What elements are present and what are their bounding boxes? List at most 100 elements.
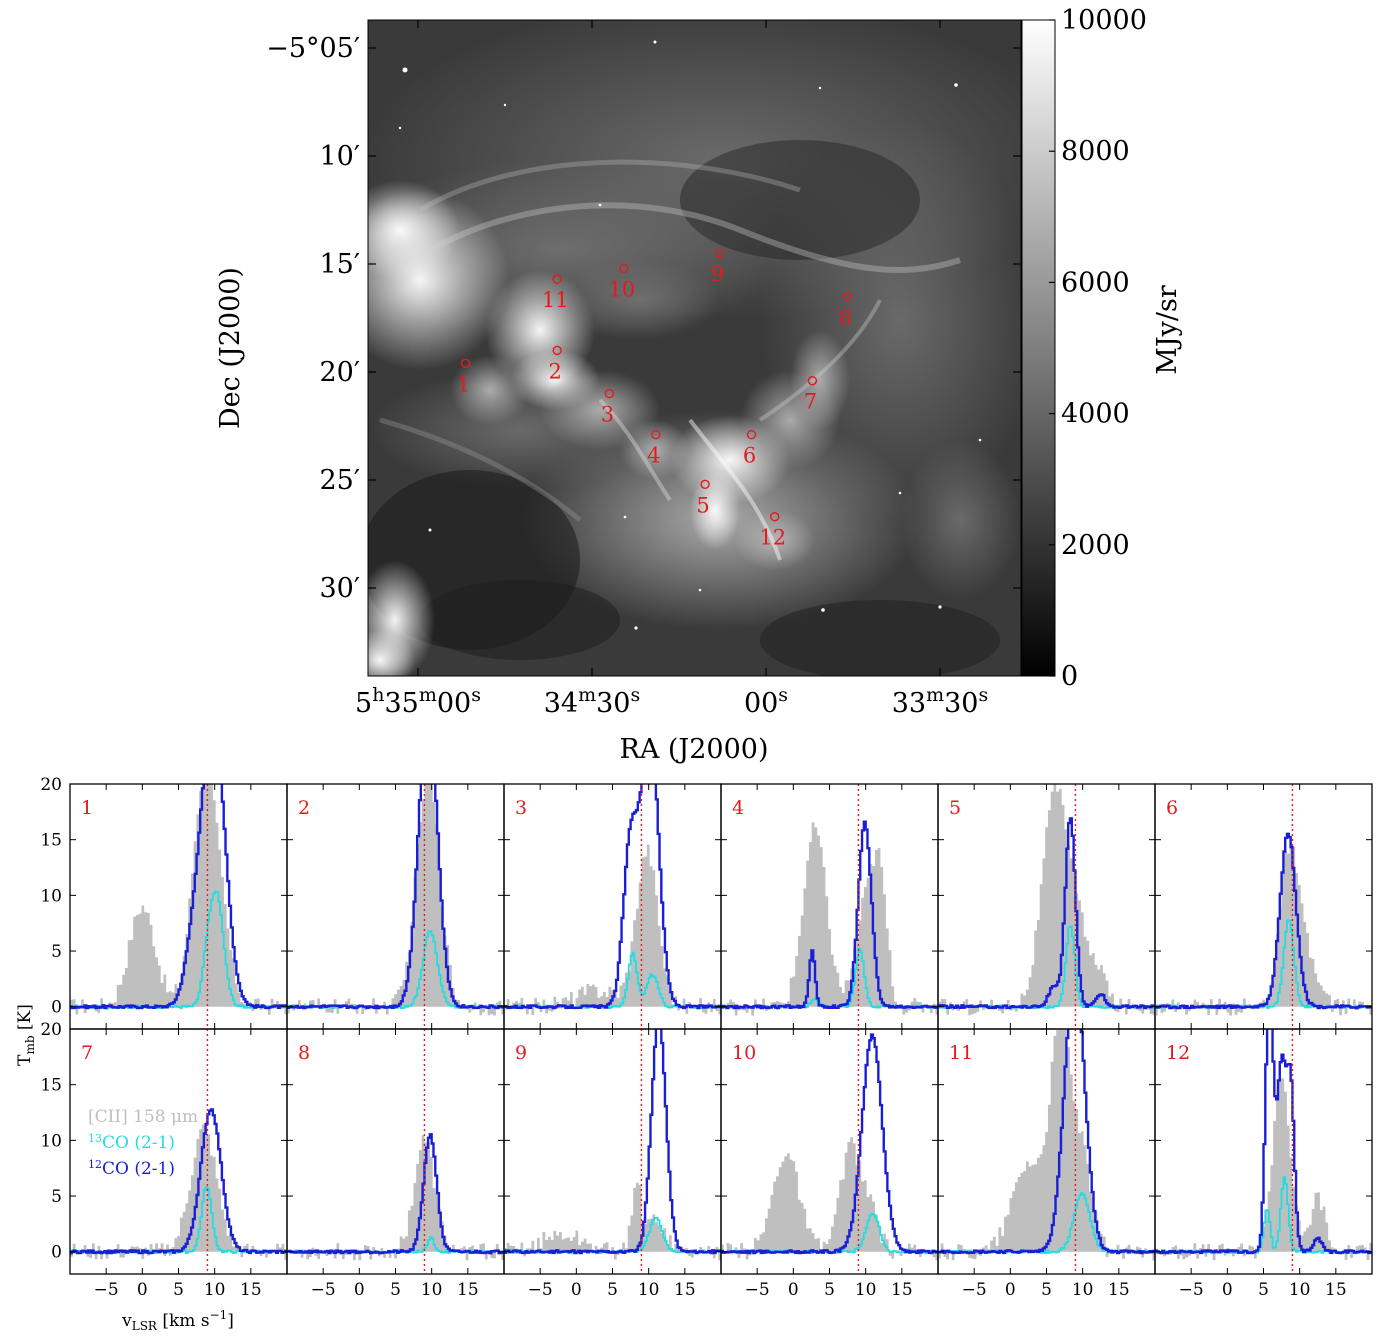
spectrum-xtick-label: 5	[390, 1280, 401, 1300]
colorbar-tick-label: 10000	[1061, 5, 1147, 36]
spectrum-xtick-label: −5	[528, 1280, 553, 1300]
position-marker	[770, 512, 780, 522]
legend-co13-text: CO (2-1)	[102, 1133, 175, 1153]
spectrum-ytick-label: 20	[40, 1020, 62, 1040]
spectrum-panel: 2	[286, 783, 505, 1030]
position-marker	[552, 274, 562, 284]
spectrum-xtick-label: 15	[891, 1280, 913, 1300]
spectrum-xtick-label: 15	[1325, 1280, 1347, 1300]
spectrum-xtick-label: 0	[1222, 1280, 1233, 1300]
spectrum-xtick-label: 10	[1289, 1280, 1311, 1300]
map-xtick-label: 34m30s	[544, 684, 641, 719]
position-marker	[700, 479, 710, 490]
cii-spectrum	[70, 784, 287, 1015]
cii-spectrum	[504, 1182, 721, 1261]
legend-co13: 13CO (2-1)	[88, 1132, 175, 1153]
map-xlabel: RA (J2000)	[619, 734, 768, 765]
spectrum-ytick-label: 5	[51, 942, 62, 962]
spectrum-xtick-label: 5	[824, 1280, 835, 1300]
co12-spectrum	[721, 820, 938, 1010]
spectrum-panel: −5 0 5 10 15 10	[720, 1028, 939, 1300]
spectrum-ytick-label: 0	[51, 1243, 62, 1263]
spectrum-panel: −5 0 5 10 15 8	[286, 1028, 505, 1300]
map-ytick-label: 15′	[320, 249, 361, 280]
spectrum-plot-area	[938, 784, 1155, 1016]
spectrum-frame	[1154, 783, 1373, 1030]
spectrum-panel: −5 0 5 10 15 9	[503, 1028, 722, 1300]
position-marker	[460, 358, 471, 369]
spectrum-plot-area	[721, 1033, 938, 1261]
spectrum-panel-number: 12	[1166, 1042, 1190, 1064]
co12-spectrum	[504, 1029, 721, 1255]
spectrum-panel: 6	[1154, 783, 1373, 1030]
spectrum-panel: 4	[720, 783, 939, 1030]
co12-spectrum	[1155, 1029, 1372, 1255]
spectrum-ytick-label: 10	[40, 886, 62, 906]
colorbar-tick-label: 6000	[1061, 267, 1130, 298]
spectrum-ytick-label: 5	[51, 1187, 62, 1207]
spectrum-xtick-label: 0	[354, 1280, 365, 1300]
map-xtick-label: 5h35m00s	[355, 684, 481, 719]
spectrum-plot-area	[721, 820, 938, 1016]
position-label: 4	[647, 444, 660, 468]
position-label: 11	[542, 288, 569, 312]
spectrum-xtick-label: 5	[607, 1280, 618, 1300]
spectrum-plot-area	[70, 784, 287, 1015]
spectrum-panel-number: 3	[515, 797, 527, 819]
spectrum-xtick-label: 0	[137, 1280, 148, 1300]
spectrum-xtick-label: −5	[1179, 1280, 1204, 1300]
cii-spectrum	[938, 784, 1155, 1016]
spectrum-xtick-label: 15	[457, 1280, 479, 1300]
spectrum-xtick-label: 10	[855, 1280, 877, 1300]
spectrum-panel-number: 8	[298, 1042, 310, 1064]
co13-spectrum	[1155, 919, 1372, 1009]
co12-spectrum	[70, 1108, 287, 1255]
spectrum-panel: −5 0 5 10 15 12	[1154, 1028, 1373, 1300]
position-label: 6	[743, 444, 756, 468]
position-label: 3	[601, 403, 614, 427]
cii-spectrum	[1155, 1078, 1372, 1261]
position-label: 9	[711, 262, 724, 286]
spectrum-frame	[720, 1028, 939, 1275]
map-ytick-label: 30′	[320, 573, 361, 604]
spectrum-ytick-label: 15	[40, 831, 62, 851]
spectrum-xtick-label: −5	[311, 1280, 336, 1300]
map-axes: −5°05′10′15′20′25′30′5h35m00s 34m30s 00s 33…	[266, 20, 1021, 719]
cii-spectrum	[287, 1135, 504, 1261]
position-marker	[552, 345, 562, 356]
spectrum-xtick-label: 0	[788, 1280, 799, 1300]
cii-spectrum	[504, 844, 721, 1016]
spectrum-xtick-label: −5	[962, 1280, 987, 1300]
spectrum-plot-area	[938, 1029, 1155, 1261]
map-ytick-label: 25′	[320, 465, 361, 496]
spectrum-panel: 5	[937, 783, 1156, 1030]
spectrum-xtick-label: 10	[204, 1280, 226, 1300]
map-ytick-label: 20′	[320, 357, 361, 388]
spectrum-plot-area	[70, 1108, 287, 1261]
colorbar-tick-label: 8000	[1061, 136, 1130, 167]
map-ytick-label: −5°05′	[266, 33, 360, 64]
spectrum-xtick-label: 0	[1005, 1280, 1016, 1300]
spectra-xlabel: vLSR [km s−1]	[121, 1308, 234, 1333]
position-label: 7	[804, 390, 817, 414]
colorbar-tick-label: 0	[1061, 661, 1078, 692]
co12-spectrum	[287, 1133, 504, 1255]
spectrum-xtick-label: 5	[1258, 1280, 1269, 1300]
spectrum-ytick-label: 20	[40, 775, 62, 795]
map-ylabel: Dec (J2000)	[215, 267, 246, 429]
position-label: 1	[457, 372, 470, 396]
position-label: 10	[609, 277, 636, 301]
spectrum-plot-area	[287, 784, 504, 1016]
spectrum-plot-area	[1155, 1029, 1372, 1261]
spectrum-panel: 3	[503, 783, 722, 1030]
spectrum-xtick-label: 15	[1108, 1280, 1130, 1300]
spectrum-ytick-label: 0	[51, 998, 62, 1018]
colorbar	[1021, 19, 1056, 677]
position-marker	[746, 429, 757, 440]
co12-spectrum	[1155, 832, 1372, 1010]
spectrum-frame	[503, 1028, 722, 1275]
